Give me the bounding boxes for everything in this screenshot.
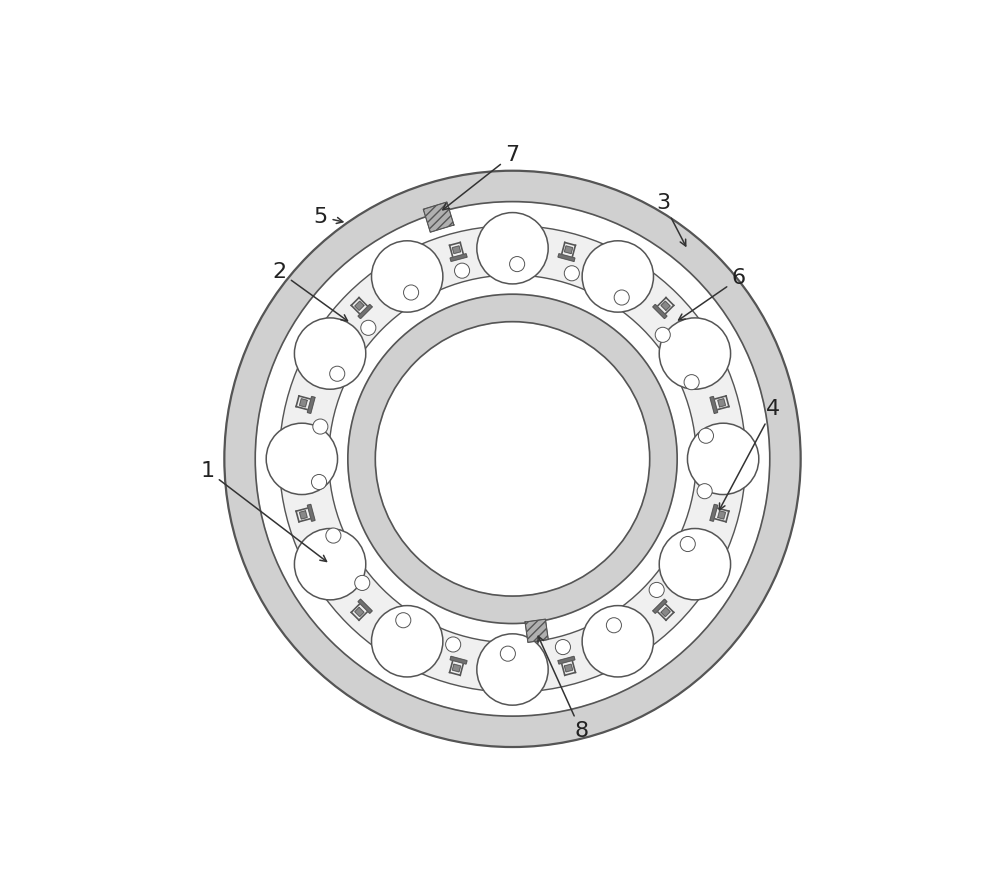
Circle shape [510, 257, 525, 272]
Polygon shape [358, 305, 372, 318]
Circle shape [698, 429, 714, 444]
Text: 8: 8 [538, 636, 588, 741]
Polygon shape [355, 301, 364, 310]
Circle shape [477, 213, 548, 284]
Circle shape [313, 419, 328, 434]
Polygon shape [348, 294, 677, 624]
Circle shape [655, 327, 670, 342]
Circle shape [330, 366, 345, 381]
Text: 7: 7 [443, 145, 520, 209]
Polygon shape [224, 171, 801, 747]
Polygon shape [710, 396, 718, 413]
Polygon shape [307, 396, 315, 413]
Circle shape [582, 241, 653, 312]
Circle shape [404, 285, 419, 300]
Text: 3: 3 [656, 193, 686, 246]
Circle shape [555, 640, 570, 655]
Circle shape [294, 528, 366, 600]
Circle shape [697, 484, 712, 499]
Polygon shape [300, 399, 307, 407]
Polygon shape [564, 246, 573, 254]
Polygon shape [558, 254, 575, 261]
Polygon shape [450, 657, 467, 664]
Polygon shape [279, 225, 746, 692]
Circle shape [396, 613, 411, 628]
Polygon shape [661, 301, 670, 310]
Circle shape [372, 606, 443, 677]
Polygon shape [564, 664, 573, 672]
Circle shape [311, 475, 327, 489]
Polygon shape [653, 600, 667, 613]
Text: 1: 1 [200, 461, 327, 561]
Polygon shape [661, 608, 670, 617]
Circle shape [680, 536, 695, 552]
Circle shape [326, 528, 341, 544]
Circle shape [446, 637, 461, 652]
Polygon shape [423, 202, 454, 233]
Polygon shape [718, 399, 725, 407]
Polygon shape [452, 246, 461, 254]
Polygon shape [300, 511, 307, 519]
Polygon shape [355, 608, 364, 617]
Circle shape [684, 374, 699, 389]
Circle shape [477, 634, 548, 705]
Circle shape [582, 606, 653, 677]
Polygon shape [358, 600, 372, 613]
Circle shape [649, 583, 664, 598]
Circle shape [266, 423, 338, 495]
Circle shape [659, 318, 731, 389]
Circle shape [355, 576, 370, 591]
Polygon shape [307, 504, 315, 521]
Text: 4: 4 [719, 399, 780, 510]
Polygon shape [653, 305, 667, 318]
Text: 5: 5 [313, 207, 343, 226]
Polygon shape [558, 657, 575, 664]
Polygon shape [710, 504, 718, 521]
Polygon shape [525, 619, 548, 642]
Circle shape [372, 241, 443, 312]
Circle shape [614, 290, 629, 305]
Text: 6: 6 [679, 268, 746, 320]
Circle shape [361, 320, 376, 335]
Polygon shape [450, 254, 467, 261]
Circle shape [455, 263, 470, 278]
Circle shape [606, 617, 621, 633]
Circle shape [659, 528, 731, 600]
Circle shape [294, 318, 366, 389]
Circle shape [500, 646, 515, 661]
Polygon shape [718, 511, 725, 519]
Polygon shape [452, 664, 461, 672]
Text: 2: 2 [272, 262, 348, 321]
Circle shape [564, 266, 579, 281]
Circle shape [687, 423, 759, 495]
